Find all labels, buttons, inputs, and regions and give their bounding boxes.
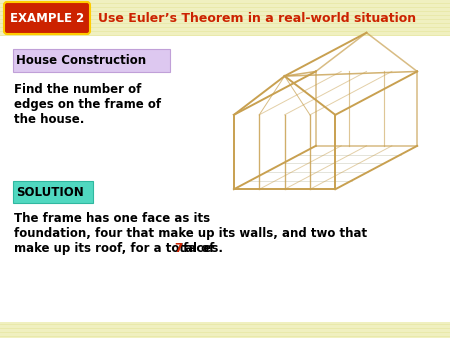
Text: make up its roof, for a total of: make up its roof, for a total of xyxy=(14,242,219,255)
FancyBboxPatch shape xyxy=(13,49,170,72)
Text: faces.: faces. xyxy=(179,242,223,255)
Text: 7: 7 xyxy=(174,242,182,255)
Text: SOLUTION: SOLUTION xyxy=(16,186,84,198)
Text: Use Euler’s Theorem in a real-world situation: Use Euler’s Theorem in a real-world situ… xyxy=(98,11,416,24)
Text: The frame has one face as its: The frame has one face as its xyxy=(14,212,210,225)
Text: foundation, four that make up its walls, and two that: foundation, four that make up its walls,… xyxy=(14,227,367,240)
Text: Find the number of: Find the number of xyxy=(14,83,141,96)
Text: House Construction: House Construction xyxy=(16,54,146,68)
FancyBboxPatch shape xyxy=(13,181,93,203)
Text: edges on the frame of: edges on the frame of xyxy=(14,98,161,111)
Bar xyxy=(0,322,450,338)
Text: EXAMPLE 2: EXAMPLE 2 xyxy=(10,11,84,24)
FancyBboxPatch shape xyxy=(4,2,90,34)
Bar xyxy=(0,0,450,36)
Bar xyxy=(0,36,450,322)
Text: the house.: the house. xyxy=(14,113,85,126)
